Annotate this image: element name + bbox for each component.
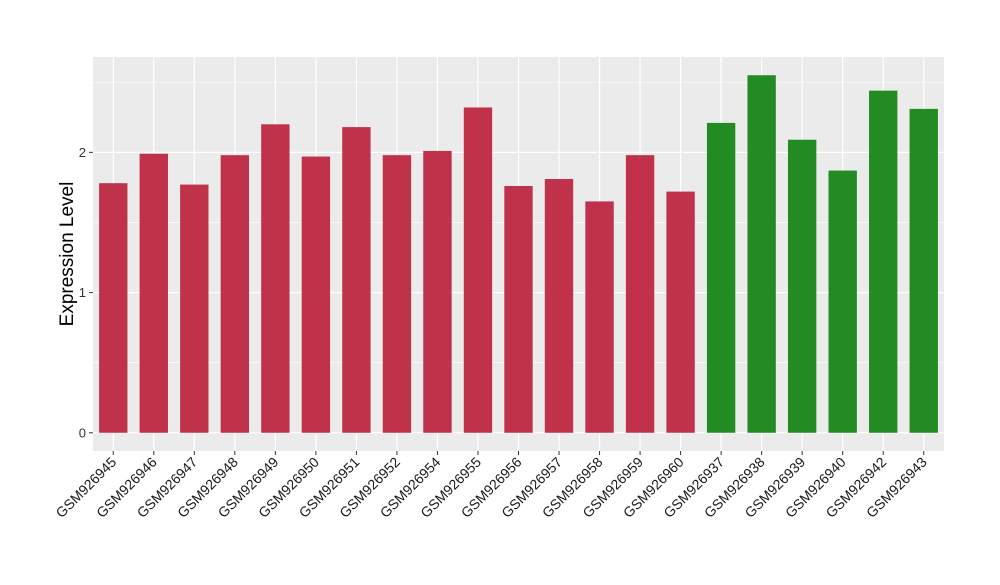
bar xyxy=(504,185,533,433)
bar xyxy=(301,156,331,433)
bar xyxy=(463,107,493,433)
bar xyxy=(180,184,209,433)
bar xyxy=(544,178,574,433)
bar xyxy=(747,75,776,433)
y-tick-label: 0 xyxy=(79,425,86,440)
y-tick-label: 1 xyxy=(79,285,86,300)
y-axis-title: Expression Level xyxy=(57,182,78,327)
bar xyxy=(869,90,898,433)
bar xyxy=(625,155,655,433)
bar xyxy=(382,155,412,433)
bar xyxy=(342,127,371,433)
x-axis-ticks: GSM926945GSM926946GSM926947GSM926948GSM9… xyxy=(52,451,930,521)
bar xyxy=(706,122,736,433)
y-tick-label: 2 xyxy=(79,145,86,160)
bar xyxy=(139,153,168,433)
bar xyxy=(585,201,614,433)
bars xyxy=(99,75,938,433)
bar xyxy=(787,139,817,433)
bar xyxy=(99,183,128,433)
bar xyxy=(828,170,857,433)
y-axis-ticks: 0 1 2 xyxy=(79,145,93,440)
bar xyxy=(261,124,290,433)
bar xyxy=(220,155,250,433)
bar xyxy=(909,108,938,433)
bar xyxy=(666,191,695,433)
bar xyxy=(423,150,452,433)
